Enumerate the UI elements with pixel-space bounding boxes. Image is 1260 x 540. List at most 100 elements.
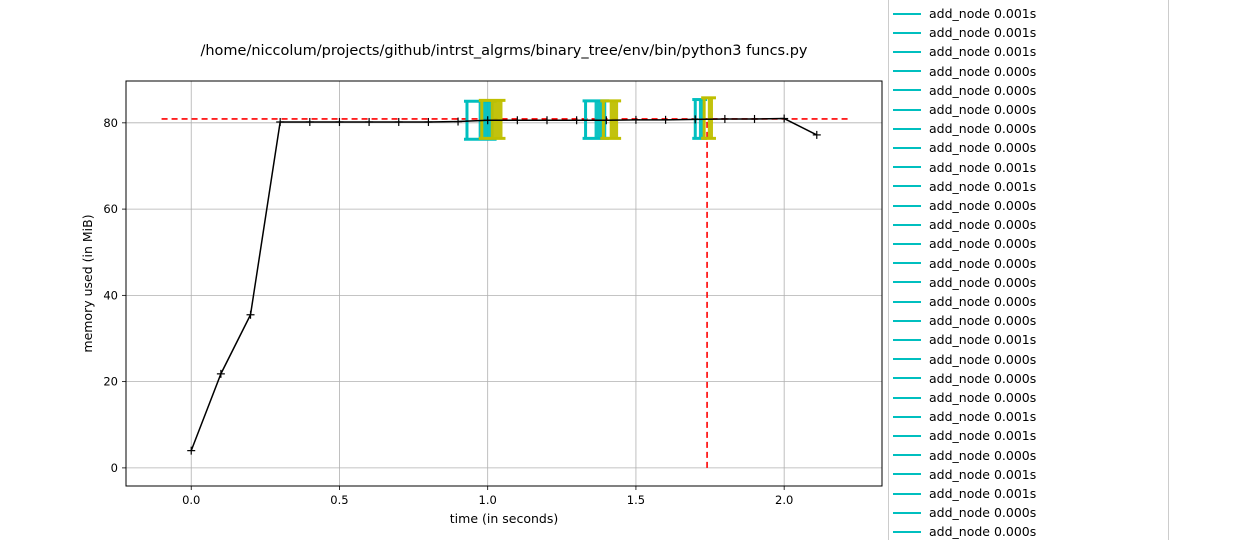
legend-entry: add_node 0.000s bbox=[893, 138, 1036, 157]
legend-line bbox=[893, 281, 921, 284]
legend-line bbox=[893, 434, 921, 437]
legend-line bbox=[893, 242, 921, 245]
y-tick-label: 0 bbox=[111, 461, 118, 475]
legend-entry: add_node 0.000s bbox=[893, 273, 1036, 292]
legend-entry: add_node 0.001s bbox=[893, 158, 1036, 177]
legend-line bbox=[893, 89, 921, 92]
data-point bbox=[276, 117, 285, 126]
memory-chart: /home/niccolum/projects/github/intrst_al… bbox=[80, 43, 883, 526]
legend-line bbox=[893, 492, 921, 495]
legend-line bbox=[893, 300, 921, 303]
data-point bbox=[483, 116, 492, 125]
legend-label: add_node 0.000s bbox=[929, 255, 1037, 271]
chart-title: /home/niccolum/projects/github/intrst_al… bbox=[200, 43, 807, 59]
legend-line bbox=[893, 473, 921, 476]
legend-line bbox=[893, 127, 921, 130]
legend-label: add_node 0.000s bbox=[929, 447, 1037, 463]
function-bracket bbox=[478, 98, 506, 140]
data-point bbox=[572, 116, 581, 125]
legend-label: add_node 0.000s bbox=[929, 102, 1037, 117]
data-point bbox=[602, 116, 611, 125]
legend-label: add_node 0.001s bbox=[929, 6, 1037, 21]
legend-label: add_node 0.001s bbox=[929, 178, 1037, 194]
legend-label: add_node 0.000s bbox=[929, 236, 1037, 252]
data-point bbox=[216, 369, 225, 378]
legend-entry: add_node 0.000s bbox=[893, 234, 1036, 253]
legend-line bbox=[893, 70, 921, 73]
y-tick-label: 20 bbox=[103, 375, 118, 389]
legend-label: add_node 0.000s bbox=[929, 390, 1037, 405]
data-point bbox=[661, 115, 670, 124]
y-axis-label: memory used (in MiB) bbox=[80, 214, 95, 352]
legend-label: add_node 0.001s bbox=[929, 409, 1037, 425]
bracket-body bbox=[707, 97, 713, 139]
legend-line bbox=[893, 377, 921, 380]
legend-entry: add_node 0.000s bbox=[893, 215, 1036, 234]
legend-entry: add_node 0.000s bbox=[893, 100, 1036, 119]
legend-entry: add_node 0.000s bbox=[893, 522, 1036, 540]
legend-line bbox=[893, 146, 921, 149]
legend-label: add_node 0.001s bbox=[929, 44, 1037, 60]
data-point bbox=[720, 114, 729, 123]
legend-line bbox=[893, 511, 921, 514]
legend-label: add_node 0.001s bbox=[929, 466, 1037, 482]
legend-entry: add_node 0.000s bbox=[893, 503, 1036, 522]
legend: add_node 0.001s add_node 0.001s add_node 0… bbox=[888, 0, 1169, 540]
legend-label: add_node 0.001s bbox=[929, 428, 1037, 444]
data-point bbox=[750, 114, 759, 123]
legend-line bbox=[893, 530, 921, 533]
data-point bbox=[394, 117, 403, 126]
legend-entry: add_node 0.001s bbox=[893, 484, 1036, 503]
legend-label: add_node 0.000s bbox=[929, 274, 1037, 290]
legend-entry: add_node 0.000s bbox=[893, 292, 1036, 311]
legend-label: add_node 0.001s bbox=[929, 486, 1037, 501]
legend-entry: add_node 0.001s bbox=[893, 23, 1036, 42]
legend-line bbox=[893, 396, 921, 399]
legend-entry: add_node 0.000s bbox=[893, 446, 1036, 465]
legend-entry: add_node 0.001s bbox=[893, 177, 1036, 196]
legend-label: add_node 0.000s bbox=[929, 121, 1037, 137]
legend-line bbox=[893, 50, 921, 53]
data-point bbox=[454, 117, 463, 126]
legend-label: add_node 0.000s bbox=[929, 505, 1037, 521]
legend-label: add_node 0.000s bbox=[929, 217, 1037, 233]
legend-label: add_node 0.000s bbox=[929, 198, 1037, 213]
legend-line bbox=[893, 415, 921, 418]
legend-entry: add_node 0.000s bbox=[893, 62, 1036, 81]
series-group bbox=[187, 114, 821, 455]
data-point bbox=[187, 446, 196, 455]
legend-entry: add_node 0.001s bbox=[893, 465, 1036, 484]
legend-line bbox=[893, 319, 921, 322]
data-point bbox=[542, 116, 551, 125]
legend-entry: add_node 0.000s bbox=[893, 119, 1036, 138]
legend-entry: add_node 0.001s bbox=[893, 42, 1036, 61]
y-tick-label: 80 bbox=[103, 116, 118, 130]
legend-entry: add_node 0.000s bbox=[893, 350, 1036, 369]
x-axis-label: time (in seconds) bbox=[450, 511, 558, 526]
legend-line bbox=[893, 338, 921, 341]
legend-entry: add_node 0.000s bbox=[893, 311, 1036, 330]
x-tick-label: 0.5 bbox=[330, 493, 348, 507]
legend-label: add_node 0.000s bbox=[929, 313, 1037, 329]
legend-entry: add_node 0.000s bbox=[893, 81, 1036, 100]
legend-label: add_node 0.000s bbox=[929, 524, 1037, 540]
legend-entry: add_node 0.000s bbox=[893, 369, 1036, 388]
legend-label: add_node 0.000s bbox=[929, 82, 1037, 98]
legend-label: add_node 0.001s bbox=[929, 332, 1037, 348]
x-tick-label: 0.0 bbox=[182, 493, 200, 507]
x-tick-label: 1.5 bbox=[627, 493, 645, 507]
legend-line bbox=[893, 223, 921, 226]
function-bracket bbox=[701, 96, 716, 140]
legend-line bbox=[893, 358, 921, 361]
legend-entry: add_node 0.001s bbox=[893, 330, 1036, 349]
legend-label: add_node 0.000s bbox=[929, 351, 1037, 367]
data-point bbox=[246, 310, 255, 319]
data-point bbox=[335, 117, 344, 126]
x-tick-label: 2.0 bbox=[775, 493, 793, 507]
data-point bbox=[513, 116, 522, 125]
memory-line bbox=[190, 117, 818, 451]
legend-entry: add_node 0.001s bbox=[893, 4, 1036, 23]
x-tick-label: 1.0 bbox=[479, 493, 497, 507]
legend-line bbox=[893, 204, 921, 207]
legend-line bbox=[893, 31, 921, 34]
